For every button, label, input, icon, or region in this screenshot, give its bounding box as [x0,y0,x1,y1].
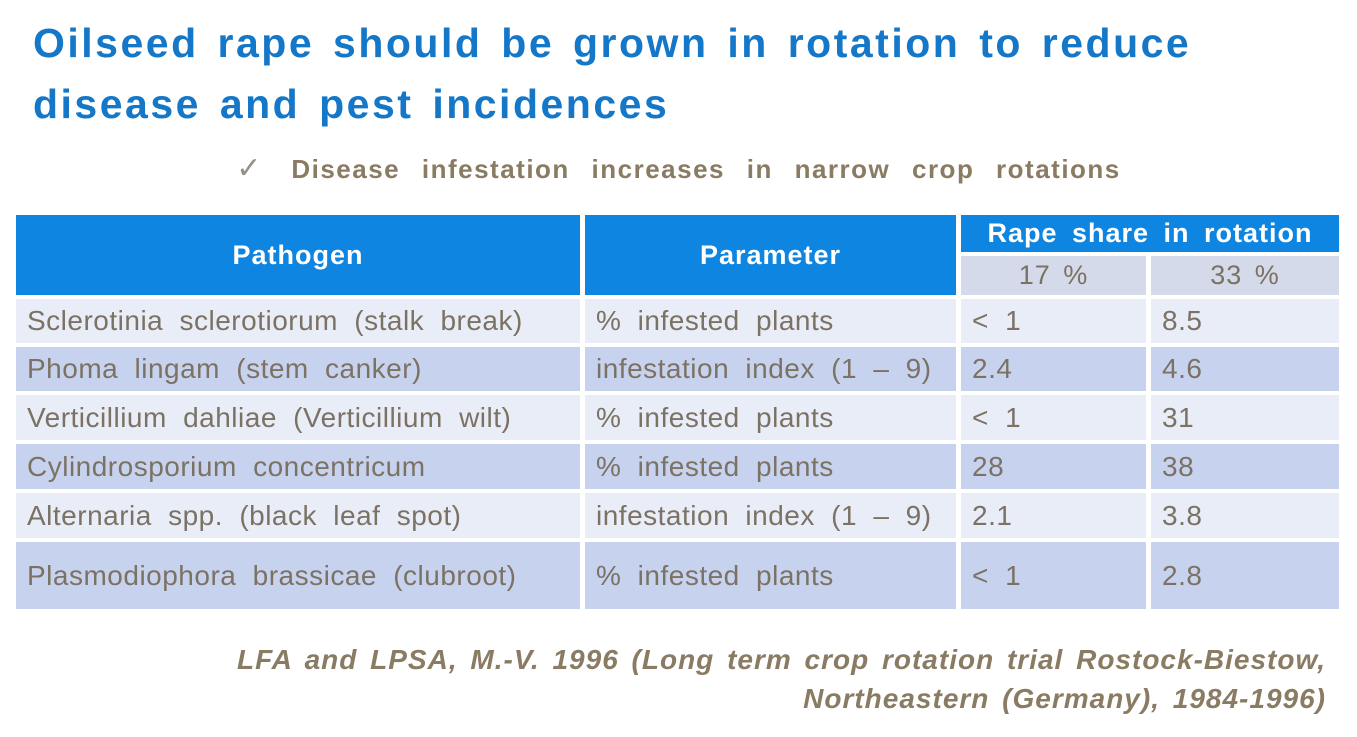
table-cell-pathogen: Sclerotinia sclerotiorum (stalk break) [16,299,580,343]
page-title: Oilseed rape should be grown in rotation… [33,13,1333,135]
table-cell-pathogen: Phoma lingam (stem canker) [16,347,580,391]
table-cell-parameter: infestation index (1 – 9) [585,493,956,538]
table-cell-share17: 2.1 [961,493,1146,538]
column-header-parameter: Parameter [585,215,956,295]
citation-line-1: LFA and LPSA, M.-V. 1996 (Long term crop… [236,644,1326,675]
page-title-line-1: Oilseed rape should be grown in rotation… [33,20,1192,66]
column-header-pathogen: Pathogen [16,215,580,295]
bullet-text: Disease infestation increases in narrow … [291,154,1121,184]
citation: LFA and LPSA, M.-V. 1996 (Long term crop… [237,640,1326,718]
table-cell-pathogen: Alternaria spp. (black leaf spot) [16,493,580,538]
citation-line-2: Northeastern (Germany), 1984-1996) [803,683,1326,714]
column-subheader-17: 17 % [961,256,1146,295]
bullet-line: ✓ Disease infestation increases in narro… [0,152,1357,186]
checkmark-icon: ✓ [236,152,262,185]
table-cell-share33: 38 [1151,444,1339,489]
table-cell-parameter: % infested plants [585,444,956,489]
table-cell-share33: 31 [1151,395,1339,440]
table-cell-share17: 28 [961,444,1146,489]
page-title-line-2: disease and pest incidences [33,81,670,127]
table-cell-parameter: % infested plants [585,542,956,609]
table-cell-share17: < 1 [961,395,1146,440]
table-cell-parameter: infestation index (1 – 9) [585,347,956,391]
column-subheader-33: 33 % [1151,256,1339,295]
table-cell-parameter: % infested plants [585,299,956,343]
table-cell-parameter: % infested plants [585,395,956,440]
table-cell-pathogen: Cylindrosporium concentricum [16,444,580,489]
column-header-rape-share-group: Rape share in rotation [961,215,1339,252]
pathogen-table: Pathogen Parameter Rape share in rotatio… [16,215,1339,609]
table-cell-share33: 8.5 [1151,299,1339,343]
table-cell-pathogen: Plasmodiophora brassicae (clubroot) [16,542,580,609]
table-cell-share17: < 1 [961,542,1146,609]
table-cell-share33: 3.8 [1151,493,1339,538]
table-cell-share33: 4.6 [1151,347,1339,391]
table-cell-share17: < 1 [961,299,1146,343]
table-cell-share33: 2.8 [1151,542,1339,609]
table-cell-share17: 2.4 [961,347,1146,391]
table-cell-pathogen: Verticillium dahliae (Verticillium wilt) [16,395,580,440]
